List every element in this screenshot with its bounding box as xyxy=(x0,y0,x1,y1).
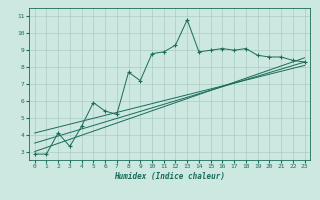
X-axis label: Humidex (Indice chaleur): Humidex (Indice chaleur) xyxy=(114,172,225,181)
